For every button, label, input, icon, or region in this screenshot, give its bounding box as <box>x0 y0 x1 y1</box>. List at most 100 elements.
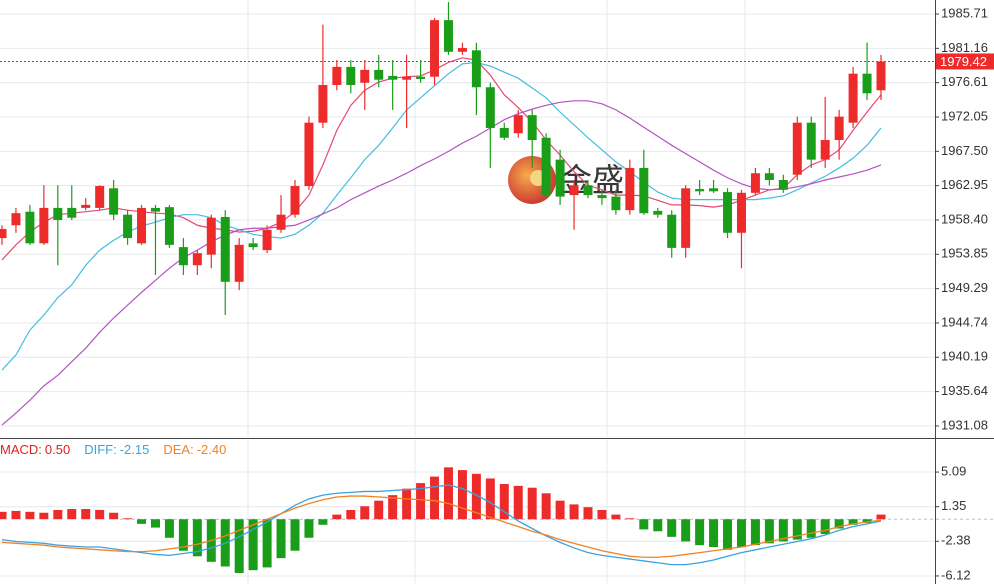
macd-bar <box>234 519 244 573</box>
macd-bar <box>164 519 174 538</box>
macd-bar <box>402 488 412 520</box>
candle-body <box>792 122 802 175</box>
y-tick-label: 1940.19 <box>941 349 988 364</box>
candle-body <box>39 207 49 244</box>
macd-bar <box>374 500 384 520</box>
candle-body <box>555 159 565 197</box>
candle-body <box>123 214 133 239</box>
macd-bar <box>764 519 774 544</box>
macd-bar <box>471 473 481 520</box>
macd-bar <box>750 519 760 546</box>
candle-body <box>667 214 677 248</box>
candle-body <box>569 185 579 196</box>
candle-body <box>625 167 635 211</box>
candle-body <box>471 50 481 88</box>
macd-bar <box>499 484 509 520</box>
candle-body <box>81 204 91 208</box>
line-series <box>1 100 882 426</box>
watermark: 金盛 <box>508 156 624 204</box>
readout-value: 0.50 <box>45 442 70 457</box>
macd-bar <box>137 519 147 524</box>
macd-bar <box>667 519 677 537</box>
macd-readout: MACD: 0.50 DIFF: -2.15 DEA: -2.40 <box>0 442 226 457</box>
macd-bar <box>81 509 91 520</box>
candle-body <box>206 217 216 255</box>
y-tick-label: 5.09 <box>941 463 966 478</box>
candle-body <box>513 115 523 134</box>
y-tick-label: 1953.85 <box>941 246 988 261</box>
macd-bar <box>53 509 63 520</box>
last-price-label: 1979.42 <box>940 54 987 69</box>
macd-bar <box>485 478 495 520</box>
macd-bar <box>0 511 7 520</box>
candle-body <box>750 173 760 193</box>
macd-bar <box>346 509 356 520</box>
y-tick-label: 1976.61 <box>941 74 988 89</box>
candle-body <box>695 189 705 192</box>
macd-bar <box>11 510 21 520</box>
last-price-box <box>936 53 994 70</box>
macd-bar <box>430 476 440 520</box>
candle-body <box>234 244 244 282</box>
macd-bar <box>25 511 35 520</box>
candle-body <box>485 87 495 128</box>
macd-bar <box>709 519 719 548</box>
line-series <box>1 495 882 558</box>
candle-body <box>723 192 733 233</box>
macd-bar <box>192 519 202 557</box>
candle-body <box>876 61 886 91</box>
candle-body <box>360 69 370 83</box>
y-tick-label: 1949.29 <box>941 280 988 295</box>
candle-body <box>806 122 816 160</box>
line-series <box>1 57 882 261</box>
macd-bar <box>695 519 705 546</box>
y-tick-label: 1981.16 <box>941 40 988 55</box>
candle-body <box>653 210 663 215</box>
macd-bar <box>723 519 733 550</box>
macd-bar <box>834 519 844 529</box>
macd-bar <box>262 519 272 568</box>
macd-bar <box>123 518 133 520</box>
candle-body <box>346 66 356 85</box>
macd-bar <box>848 519 858 525</box>
candle-body <box>11 213 21 226</box>
macd-bar <box>820 519 830 535</box>
candle-body <box>374 69 384 80</box>
candle-body <box>0 229 7 239</box>
macd-bar <box>150 519 160 528</box>
candle-body <box>443 20 453 52</box>
macd-bar <box>388 495 398 520</box>
macd-bar <box>416 483 426 520</box>
candle-body <box>709 188 719 192</box>
candle-body <box>164 207 174 245</box>
candle-body <box>611 196 621 211</box>
macd-bar <box>527 487 537 520</box>
candle-body <box>820 140 830 160</box>
macd-bar <box>109 512 119 520</box>
macd-bar <box>653 519 663 532</box>
candle-body <box>262 229 272 251</box>
y-tick-label: 1962.95 <box>941 177 988 192</box>
candle-body <box>388 75 398 80</box>
macd-bar <box>332 514 342 520</box>
candle-body <box>53 207 63 220</box>
macd-bar <box>569 504 579 520</box>
candle-body <box>541 137 551 196</box>
macd-bar <box>304 519 314 538</box>
line-series <box>1 61 882 371</box>
candle-body <box>639 167 649 214</box>
macd-bar <box>876 514 886 520</box>
candle-body <box>778 180 788 190</box>
macd-bar <box>276 519 286 559</box>
y-tick-label: 1972.05 <box>941 108 988 123</box>
readout-name: DEA: <box>163 442 193 457</box>
macd-bar <box>248 519 258 571</box>
macd-bar <box>39 512 49 520</box>
candle-body <box>304 122 314 187</box>
y-tick-label: 1944.74 <box>941 314 988 329</box>
macd-bar <box>457 470 467 520</box>
candle-body <box>290 186 300 215</box>
